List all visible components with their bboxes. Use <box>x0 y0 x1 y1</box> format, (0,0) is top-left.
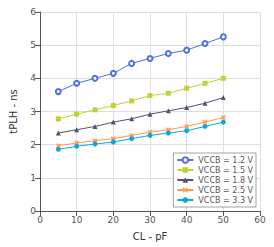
svg-text:50: 50 <box>218 215 230 225</box>
svg-text:60: 60 <box>254 215 266 225</box>
svg-text:4: 4 <box>30 73 36 83</box>
svg-text:10: 10 <box>71 215 83 225</box>
svg-text:40: 40 <box>181 215 193 225</box>
svg-text:6: 6 <box>30 7 36 17</box>
svg-text:VCCB = 1.2 V: VCCB = 1.2 V <box>198 156 253 165</box>
svg-text:1: 1 <box>30 173 36 183</box>
svg-text:VCCB = 1.5 V: VCCB = 1.5 V <box>198 166 253 175</box>
svg-text:3: 3 <box>30 107 36 117</box>
svg-text:30: 30 <box>144 215 156 225</box>
svg-text:CL - pF: CL - pF <box>133 231 168 242</box>
svg-text:VCCB = 3.3 V: VCCB = 3.3 V <box>198 196 253 205</box>
svg-text:5: 5 <box>30 40 36 50</box>
svg-text:0: 0 <box>30 206 36 216</box>
svg-text:0: 0 <box>37 215 43 225</box>
svg-text:VCCB = 1.8 V: VCCB = 1.8 V <box>198 176 253 185</box>
svg-text:tPLH - ns: tPLH - ns <box>8 89 19 134</box>
svg-text:2: 2 <box>30 140 36 150</box>
svg-text:20: 20 <box>108 215 120 225</box>
svg-text:VCCB = 2.5 V: VCCB = 2.5 V <box>198 186 253 195</box>
